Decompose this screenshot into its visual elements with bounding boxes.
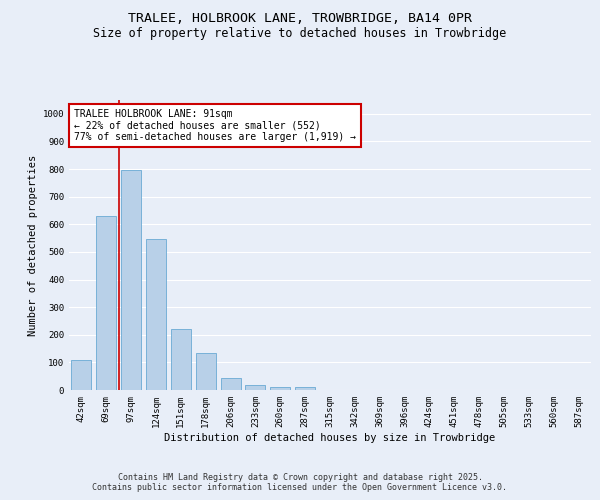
Bar bbox=[146, 238, 166, 390]
Y-axis label: Number of detached properties: Number of detached properties bbox=[28, 154, 38, 336]
Text: Size of property relative to detached houses in Trowbridge: Size of property relative to detached ho… bbox=[94, 28, 506, 40]
Bar bbox=[271, 387, 290, 390]
Text: Contains HM Land Registry data © Crown copyright and database right 2025.
Contai: Contains HM Land Registry data © Crown c… bbox=[92, 473, 508, 492]
Bar bbox=[171, 328, 191, 390]
Bar bbox=[97, 216, 116, 390]
Bar bbox=[121, 170, 141, 390]
Text: TRALEE HOLBROOK LANE: 91sqm
← 22% of detached houses are smaller (552)
77% of se: TRALEE HOLBROOK LANE: 91sqm ← 22% of det… bbox=[74, 108, 356, 142]
Bar bbox=[245, 386, 265, 390]
Bar bbox=[295, 387, 315, 390]
X-axis label: Distribution of detached houses by size in Trowbridge: Distribution of detached houses by size … bbox=[164, 432, 496, 442]
Bar bbox=[196, 352, 215, 390]
Text: TRALEE, HOLBROOK LANE, TROWBRIDGE, BA14 0PR: TRALEE, HOLBROOK LANE, TROWBRIDGE, BA14 … bbox=[128, 12, 472, 26]
Bar bbox=[71, 360, 91, 390]
Bar bbox=[221, 378, 241, 390]
